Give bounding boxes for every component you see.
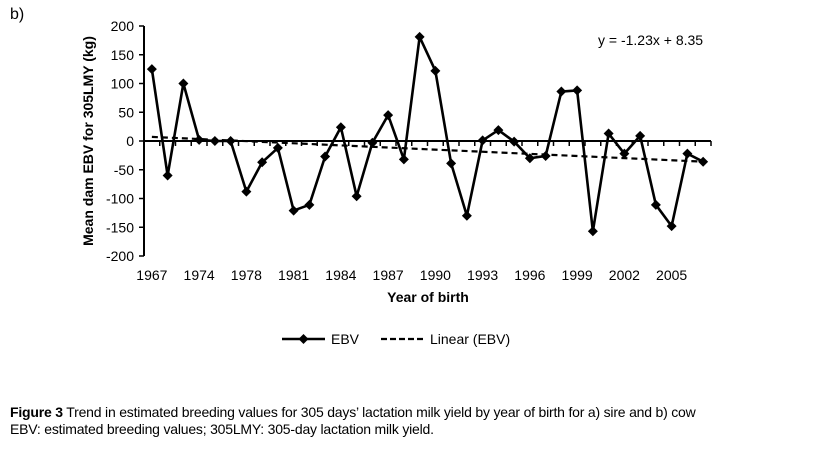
ebv-data-point bbox=[398, 154, 409, 165]
x-tick-label: 1993 bbox=[467, 267, 498, 283]
ebv-data-point bbox=[414, 31, 425, 42]
ebv-data-point bbox=[241, 186, 252, 197]
ebv-data-point bbox=[587, 226, 598, 237]
x-tick-label: 2002 bbox=[609, 267, 640, 283]
ebv-data-point bbox=[367, 137, 378, 148]
y-tick-label: 0 bbox=[126, 133, 134, 149]
y-tick-label: -100 bbox=[106, 191, 134, 207]
ebv-data-point bbox=[320, 151, 331, 162]
y-tick-label: 150 bbox=[111, 47, 135, 63]
line-chart: 1967 1974 1978 1981 1984 1987 1990 1993 1996 1999… bbox=[80, 18, 712, 347]
ebv-data-point bbox=[272, 142, 283, 153]
y-axis-title: Mean dam EBV for 305LMY (kg) bbox=[80, 36, 96, 246]
trend-equation: y = -1.23x + 8.35 bbox=[598, 32, 703, 48]
x-tick-label: 1996 bbox=[514, 267, 545, 283]
x-tick-label: 1974 bbox=[184, 267, 215, 283]
ebv-data-point bbox=[209, 136, 220, 146]
ebv-data-point bbox=[461, 210, 472, 221]
x-tick-label: 1990 bbox=[420, 267, 451, 283]
y-tick-label: 100 bbox=[111, 76, 135, 92]
x-axis-title: Year of birth bbox=[387, 289, 469, 305]
ebv-data-point bbox=[556, 86, 567, 97]
ebv-data-point bbox=[162, 170, 173, 181]
ebv-data-point bbox=[524, 153, 535, 164]
x-tick-label: 2005 bbox=[656, 267, 687, 283]
figure-caption: Figure 3 Trend in estimated breeding val… bbox=[10, 404, 820, 438]
ebv-data-point bbox=[666, 221, 677, 232]
x-tick-label: 1981 bbox=[278, 267, 309, 283]
ebv-data-point bbox=[430, 65, 441, 76]
ebv-series-line bbox=[150, 35, 704, 233]
caption-main: Figure 3 Trend in estimated breeding val… bbox=[10, 404, 820, 421]
ebv-data-point bbox=[493, 125, 504, 136]
ebv-data-point bbox=[257, 157, 268, 168]
ebv-data-point bbox=[351, 191, 362, 202]
x-tick-label: 1999 bbox=[562, 267, 593, 283]
ebv-data-point bbox=[603, 128, 614, 139]
ebv-data-point bbox=[335, 122, 346, 133]
ebv-data-point bbox=[682, 148, 693, 159]
legend-trend-label: Linear (EBV) bbox=[430, 331, 510, 347]
x-tick-label: 1987 bbox=[373, 267, 404, 283]
y-tick-label: -50 bbox=[114, 162, 134, 178]
x-tick-label: 1984 bbox=[325, 267, 356, 283]
ebv-data-point bbox=[650, 199, 661, 210]
ebv-data-point bbox=[446, 158, 457, 169]
ebv-data-point bbox=[477, 135, 488, 146]
x-tick-label: 1967 bbox=[136, 267, 167, 283]
ebv-data-point bbox=[288, 205, 299, 216]
x-axis-labels: 1967 1974 1978 1981 1984 1987 1990 1993 1996 1999… bbox=[136, 267, 687, 283]
trend-line bbox=[151, 135, 704, 163]
y-tick-label: -150 bbox=[106, 219, 134, 235]
caption-figure-label: Figure 3 bbox=[10, 404, 63, 420]
ebv-data-point bbox=[146, 64, 157, 75]
ebv-data-point bbox=[194, 134, 205, 145]
ebv-data-point bbox=[540, 150, 551, 161]
ebv-data-point bbox=[383, 110, 394, 121]
ebv-data-point bbox=[178, 78, 189, 89]
caption-note: EBV: estimated breeding values; 305LMY: … bbox=[10, 421, 434, 437]
ebv-data-point bbox=[698, 156, 709, 167]
ebv-data-point bbox=[635, 130, 646, 141]
x-tick-label: 1978 bbox=[231, 267, 262, 283]
legend-ebv-label: EBV bbox=[331, 331, 360, 347]
ebv-data-point bbox=[572, 85, 583, 96]
y-axis-labels: 200 150 100 50 0 -50 -100 -150 -200 bbox=[106, 18, 134, 264]
ebv-data-point bbox=[225, 136, 236, 146]
legend-ebv-marker bbox=[298, 334, 309, 344]
y-tick-label: -200 bbox=[106, 248, 134, 264]
ebv-data-point bbox=[509, 136, 520, 147]
panel-label: b) bbox=[10, 6, 25, 23]
ebv-data-point bbox=[304, 199, 315, 210]
caption-text: Trend in estimated breeding values for 3… bbox=[62, 404, 696, 420]
ebv-series-points bbox=[146, 31, 709, 237]
ebv-data-point bbox=[619, 148, 630, 159]
y-tick-label: 200 bbox=[111, 18, 135, 34]
legend: EBV Linear (EBV) bbox=[282, 331, 510, 347]
y-tick-label: 50 bbox=[118, 104, 134, 120]
